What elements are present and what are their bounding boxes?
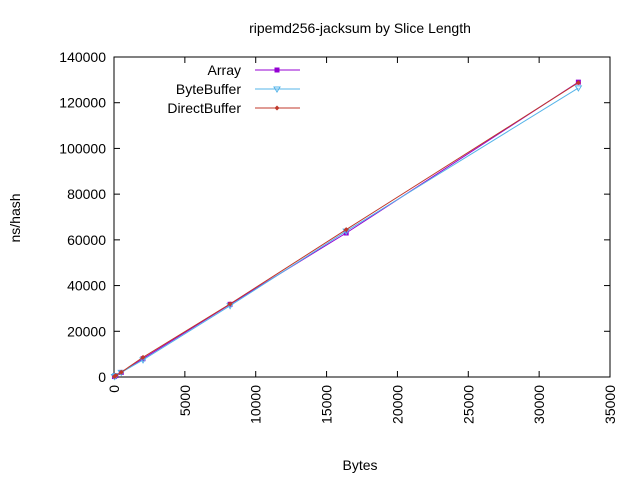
x-tick-label: 10000 (248, 385, 264, 424)
y-tick-label: 20000 (67, 323, 106, 339)
x-tick-label: 35000 (602, 385, 618, 424)
chart-title: ripemd256-jacksum by Slice Length (249, 20, 471, 36)
series-layer (110, 79, 583, 381)
data-point (274, 105, 280, 111)
data-point (140, 354, 146, 360)
x-tick-label: 20000 (389, 385, 405, 424)
legend: Array ByteBuffer DirectBuffer (167, 62, 300, 116)
data-point (118, 369, 124, 375)
data-point (227, 301, 233, 307)
legend-item-array: Array (208, 62, 300, 78)
data-point (273, 86, 281, 93)
legend-item-directbuffer: DirectBuffer (167, 100, 300, 116)
x-tick-label: 30000 (531, 385, 547, 424)
data-point (343, 227, 349, 233)
y-tick-label: 140000 (59, 49, 106, 65)
plot-frame (113, 56, 611, 378)
y-tick-label: 60000 (67, 232, 106, 248)
data-point (343, 230, 349, 236)
y-tick-label: 40000 (67, 278, 106, 294)
y-tick-label: 120000 (59, 95, 106, 111)
y-axis-label: ns/hash (7, 193, 23, 242)
legend-item-bytebuffer: ByteBuffer (176, 81, 300, 97)
y-tick-label: 80000 (67, 186, 106, 202)
x-tick-label: 5000 (177, 385, 193, 416)
data-point (274, 67, 280, 73)
legend-label: DirectBuffer (167, 100, 241, 116)
series-directbuffer (111, 80, 581, 380)
data-point (574, 85, 583, 92)
x-tick-label: 0 (106, 385, 122, 393)
legend-label: ByteBuffer (176, 81, 241, 97)
plot-border (113, 56, 611, 378)
legend-label: Array (208, 62, 241, 78)
data-point (575, 80, 581, 86)
x-tick-label: 25000 (460, 385, 476, 424)
x-tick-label: 15000 (319, 385, 335, 424)
x-axis-ticks: 0 5000 10000 15000 20000 25000 30000 35000 (106, 57, 618, 424)
data-point (113, 373, 119, 379)
y-tick-label: 100000 (59, 140, 106, 156)
y-axis-ticks: 0 20000 40000 60000 80000 100000 120000 140000 (59, 49, 610, 385)
y-tick-label: 0 (98, 369, 106, 385)
x-axis-label: Bytes (342, 457, 377, 473)
